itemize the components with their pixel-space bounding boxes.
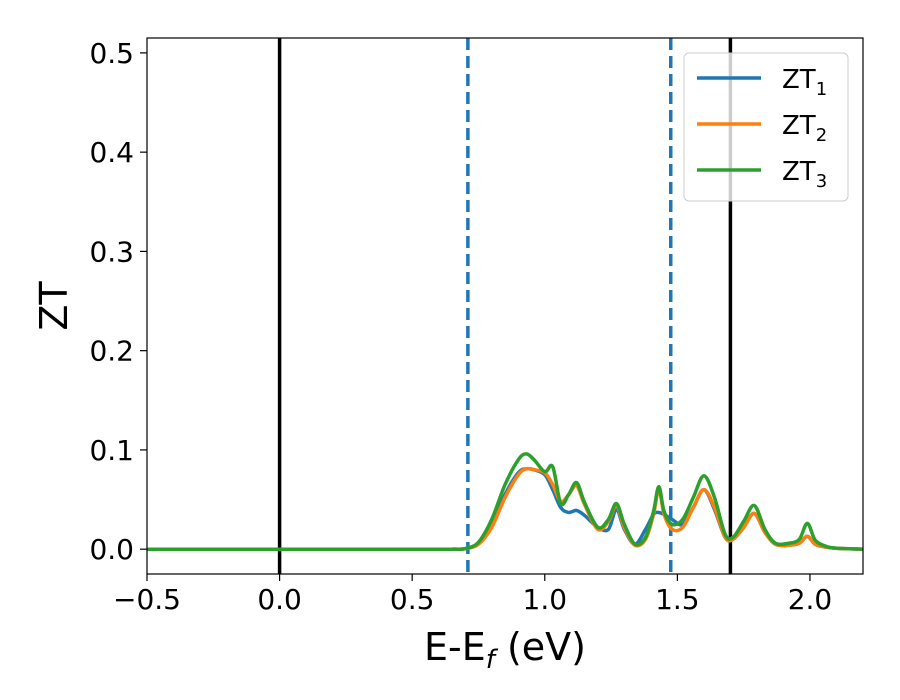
y-tick-label: 0.1 bbox=[89, 434, 134, 467]
legend-label-zt1: ZT1 bbox=[782, 65, 827, 100]
series-lines bbox=[147, 452, 863, 552]
x-axis-title: E-Ef (eV) bbox=[424, 625, 586, 675]
y-axis-title: ZT bbox=[32, 281, 76, 331]
legend-label-zt3: ZT3 bbox=[782, 157, 827, 192]
x-tick-label: 1.5 bbox=[655, 583, 700, 616]
y-tick-label: 0.2 bbox=[89, 335, 134, 368]
y-tick-label: 0.0 bbox=[89, 533, 134, 566]
y-tick-label: 0.3 bbox=[89, 235, 134, 268]
legend: ZT1 ZT2 ZT3 bbox=[683, 52, 849, 202]
plot-frame bbox=[146, 37, 864, 575]
x-axis-ticks: −0.5 0.0 0.5 1.0 1.5 2.0 bbox=[113, 574, 832, 616]
x-tick-label: 1.0 bbox=[523, 583, 568, 616]
x-tick-label: 2.0 bbox=[788, 583, 833, 616]
series-line-zt3 bbox=[147, 452, 863, 552]
legend-box bbox=[683, 52, 849, 202]
y-axis-ticks: 0.0 0.1 0.2 0.3 0.4 0.5 bbox=[89, 37, 147, 566]
x-tick-label: −0.5 bbox=[113, 583, 181, 616]
y-tick-label: 0.5 bbox=[89, 37, 134, 70]
legend-label-zt2: ZT2 bbox=[782, 111, 827, 146]
x-tick-label: 0.5 bbox=[390, 583, 435, 616]
y-tick-label: 0.4 bbox=[89, 136, 134, 169]
x-tick-label: 0.0 bbox=[257, 583, 302, 616]
